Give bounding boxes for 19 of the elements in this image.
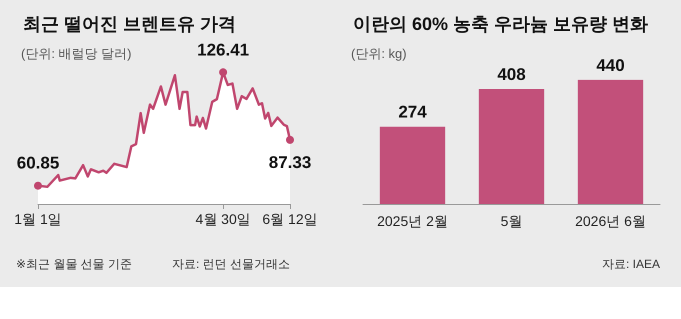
data-label: 126.41: [197, 40, 250, 60]
annotation: ※최근 월물 선물 기준: [16, 257, 132, 271]
data-label: 60.85: [16, 154, 60, 173]
x-tick-label: 6월 12일: [262, 211, 318, 227]
data-label: 274: [398, 102, 428, 122]
x-tick-label: 4월 30일: [195, 211, 251, 227]
data-label: 87.33: [268, 152, 312, 172]
data-label: 408: [497, 64, 526, 84]
annotation: 자료: 런던 선물거래소: [172, 257, 290, 271]
chart-subtitle: (단위: kg): [351, 46, 407, 61]
data-label: 440: [596, 56, 625, 75]
chart-title: 최근 떨어진 브렌트유 가격: [23, 14, 236, 34]
x-tick-label: 5월: [500, 213, 522, 229]
chart-title: 이란의 60% 농축 우라늄 보유량 변화: [353, 14, 648, 34]
x-tick-label: 2026년 6월: [575, 213, 646, 229]
text: 자료: IAEA: [602, 257, 660, 271]
x-tick-label: 2025년 2월: [377, 213, 448, 229]
chart-subtitle: (단위: 배럴당 달러): [21, 46, 132, 61]
x-tick-label: 1월 1일: [14, 211, 62, 227]
